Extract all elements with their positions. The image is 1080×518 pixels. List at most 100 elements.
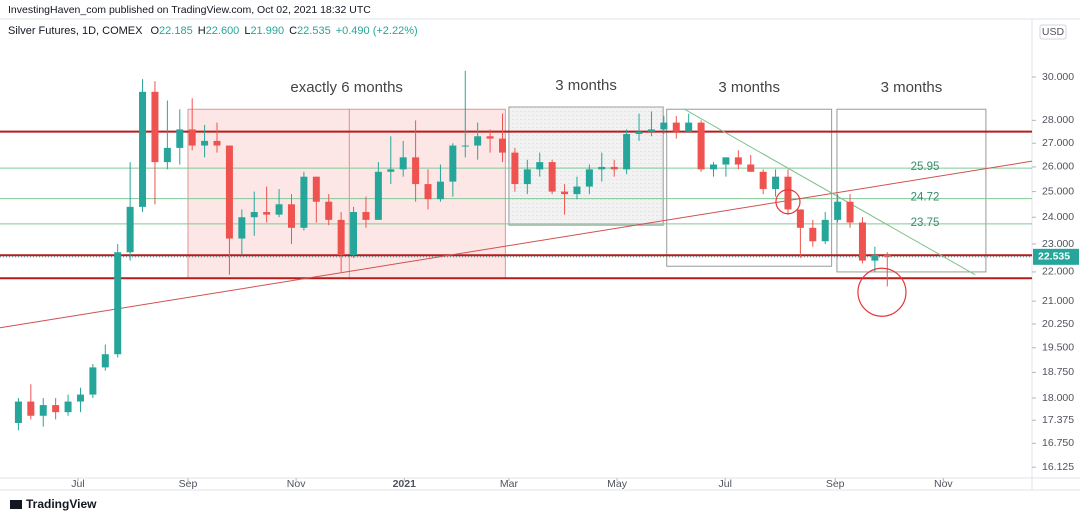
candle-body	[610, 166, 618, 170]
x-tick-label: Sep	[179, 478, 198, 490]
x-tick-label: Mar	[500, 478, 519, 490]
candle-body	[374, 171, 382, 220]
candle-body	[325, 201, 333, 220]
candle-body	[263, 212, 271, 215]
y-tick-label: 21.000	[1042, 295, 1074, 307]
last-price-label: 22.535	[1038, 251, 1070, 263]
candle-body	[647, 129, 655, 132]
candle-body	[685, 122, 693, 132]
candle-body	[821, 219, 829, 242]
highlight-circle	[857, 267, 907, 317]
x-tick-label: May	[607, 478, 628, 490]
candle-body	[163, 147, 171, 163]
currency: USD	[1042, 26, 1065, 38]
level-label: 23.75	[911, 217, 940, 229]
highlight-circle	[775, 189, 801, 215]
box-label: exactly 6 months	[290, 79, 403, 96]
candle-body	[337, 219, 345, 256]
quote-value: 22.185	[159, 25, 193, 37]
candle-body	[834, 201, 842, 220]
candle-body	[672, 122, 680, 132]
quote-key: H	[198, 25, 206, 37]
candle-body	[561, 191, 569, 195]
candle-body	[114, 252, 122, 355]
range-box	[508, 106, 664, 226]
candle-body	[486, 136, 494, 139]
y-tick-label: 23.000	[1042, 238, 1074, 250]
candle-body	[759, 171, 767, 190]
quote-key: C	[289, 25, 297, 37]
candle-body	[883, 255, 891, 257]
candle-body	[585, 169, 593, 187]
candle-body	[101, 354, 109, 368]
candle-body	[89, 367, 97, 395]
candle-body	[139, 91, 147, 207]
x-tick-label: Nov	[934, 478, 953, 490]
candle-body	[523, 169, 531, 185]
candle-body	[14, 401, 22, 423]
y-tick-label: 26.000	[1042, 161, 1074, 173]
trendline	[684, 108, 976, 276]
quote-key: L	[244, 25, 250, 37]
candle-body	[250, 212, 258, 218]
candle-body	[412, 157, 420, 185]
x-tick-label: Jul	[71, 478, 84, 490]
y-tick-label: 30.000	[1042, 71, 1074, 83]
candle-body	[449, 145, 457, 182]
candle-body	[312, 176, 320, 202]
y-tick-label: 18.000	[1042, 392, 1074, 404]
range-box	[187, 108, 506, 279]
publisher: InvestingHaven_com published on TradingV…	[8, 4, 371, 16]
x-tick-label: Nov	[287, 478, 306, 490]
candle-body	[213, 140, 221, 146]
candle-body	[461, 145, 469, 147]
brand: TradingView	[26, 497, 97, 511]
level-label: 25.95	[911, 161, 940, 173]
candle-body	[225, 145, 233, 239]
candle-body	[697, 122, 705, 170]
candle-body	[176, 129, 184, 148]
y-tick-label: 16.125	[1042, 461, 1074, 473]
candle-body	[598, 166, 606, 170]
y-tick-label: 27.000	[1042, 137, 1074, 149]
candle-body	[511, 152, 519, 185]
currency-box	[1039, 24, 1067, 40]
y-tick-label: 18.750	[1042, 366, 1074, 378]
candle-body	[188, 129, 196, 146]
quote-value: 21.990	[250, 25, 284, 37]
y-tick-label: 19.500	[1042, 342, 1074, 354]
y-tick-label: 24.000	[1042, 211, 1074, 223]
y-tick-label: 16.750	[1042, 437, 1074, 449]
candle-body	[126, 206, 134, 253]
candle-body	[151, 91, 159, 163]
x-tick-label: Jul	[719, 478, 732, 490]
candle-body	[623, 133, 631, 170]
y-tick-label: 20.250	[1042, 318, 1074, 330]
candle-body	[809, 227, 817, 242]
candle-body	[238, 217, 246, 239]
logo	[10, 500, 22, 509]
candle-body	[424, 184, 432, 200]
candle-body	[436, 181, 444, 200]
trendline	[0, 160, 1033, 329]
candle-body	[52, 405, 60, 413]
candle-body	[536, 162, 544, 170]
y-tick-label: 28.000	[1042, 114, 1074, 126]
candle-body	[76, 394, 84, 402]
range-box	[666, 108, 833, 267]
candle-body	[871, 255, 879, 261]
candle-body	[846, 201, 854, 223]
x-tick-label: Sep	[826, 478, 845, 490]
candle-body	[275, 204, 283, 215]
symbol: Silver Futures, 1D, COMEX	[8, 25, 143, 37]
box-label: 3 months	[881, 79, 943, 96]
range-box	[836, 108, 987, 273]
candle-body	[350, 212, 358, 256]
y-tick-label: 22.000	[1042, 266, 1074, 278]
candle-body	[362, 212, 370, 220]
y-tick-label: 17.375	[1042, 414, 1074, 426]
box-label: 3 months	[555, 77, 617, 94]
y-tick-label: 25.000	[1042, 185, 1074, 197]
